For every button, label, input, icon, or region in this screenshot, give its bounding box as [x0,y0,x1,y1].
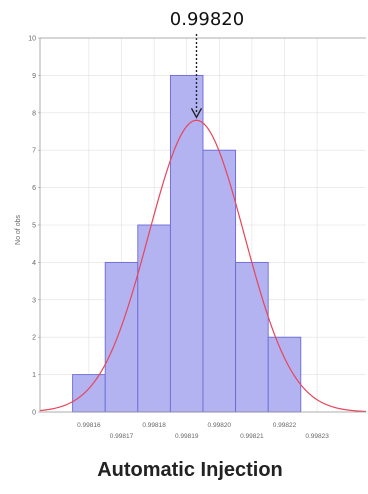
plot-area: 0 1 2 3 4 5 6 7 8 9 10 0.99816 0.99818 0.99820 0.9982… [28,34,367,440]
y-tick-label: 0 [32,410,36,417]
histogram-bar [137,224,171,413]
y-tick-labels: 0 1 2 3 4 5 6 7 8 9 10 [28,36,40,417]
y-tick-label: 9 [32,73,36,80]
arrow-head [190,107,203,119]
y-tick-label: 5 [32,223,36,230]
y-tick-label: 7 [32,148,36,155]
y-tick-label: 4 [32,260,36,267]
annotation-value: 0.99820 [170,9,244,30]
y-tick-label: 8 [32,110,36,117]
x-tick-label: 0.99820 [208,422,232,429]
x-tick-label: 0.99818 [142,422,166,429]
histogram-bar [104,261,139,413]
mean-arrow [190,34,203,119]
histogram-bar [235,261,269,413]
x-tick-label: 0.99822 [273,422,297,429]
y-axis-label: No of obs [15,215,22,245]
y-tick-label: 6 [32,185,36,192]
histogram-bar [169,74,204,413]
x-tick-label: 0.99821 [240,433,264,440]
y-tick-label: 2 [32,335,36,342]
histogram-bar [72,374,106,413]
x-tick-labels: 0.99816 0.99818 0.99820 0.99822 0.99817 0.998… [77,422,329,440]
x-tick-label: 0.99816 [77,422,101,429]
y-tick-label: 3 [32,297,36,304]
histogram-bar [267,336,302,413]
x-tick-label: 0.99823 [305,433,329,440]
histogram-bars [72,74,302,413]
y-tick-label: 1 [32,372,36,379]
y-tick-label: 10 [28,36,36,43]
x-tick-label: 0.99817 [110,433,134,440]
chart-caption: Automatic Injection [97,459,283,481]
x-tick-label: 0.99819 [175,433,199,440]
histogram-bar [202,149,237,413]
normal-curve [39,119,367,413]
